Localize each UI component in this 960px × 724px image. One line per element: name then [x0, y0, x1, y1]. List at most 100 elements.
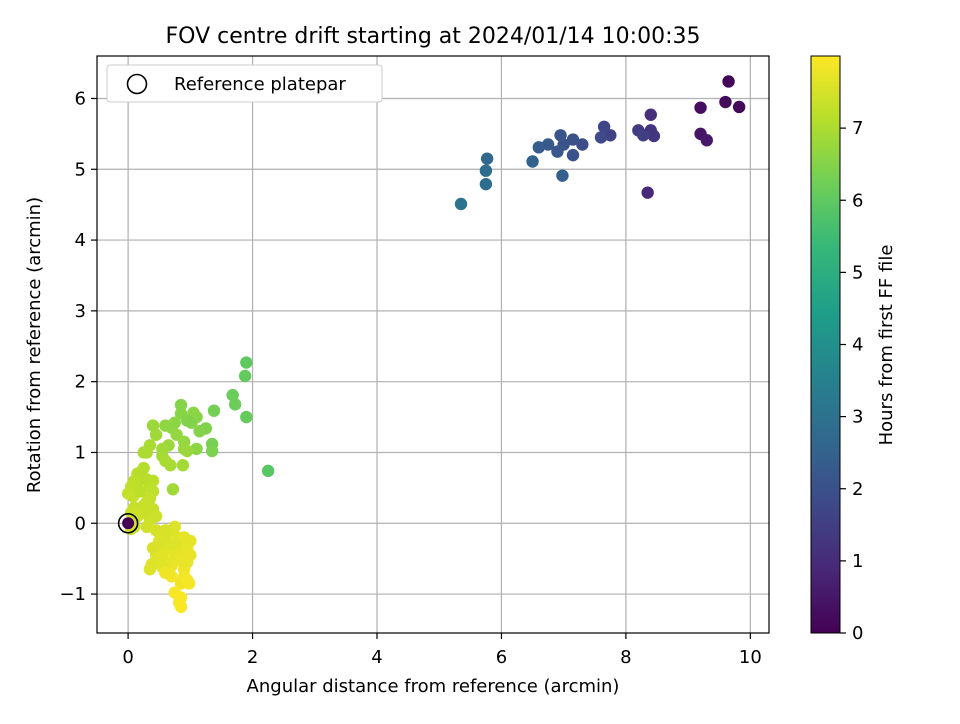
data-point: [146, 474, 160, 487]
data-point: [174, 407, 188, 420]
data-point: [238, 369, 252, 383]
data-point: [146, 419, 160, 432]
data-point: [641, 186, 654, 199]
y-tick-label: 3: [75, 301, 86, 322]
reference-point-dot: [122, 517, 135, 530]
colorbar-tick-label: 3: [852, 407, 863, 428]
x-tick-label: 10: [739, 647, 762, 668]
data-point: [143, 563, 157, 576]
colorbar-tick-label: 5: [852, 262, 863, 283]
data-point: [140, 520, 153, 534]
data-point: [182, 577, 196, 590]
data-point: [176, 459, 190, 472]
data-point: [166, 483, 180, 496]
data-point: [532, 141, 545, 154]
data-point: [181, 444, 194, 458]
chart-title: FOV centre drift starting at 2024/01/14 …: [166, 24, 701, 49]
data-point: [637, 129, 650, 142]
y-tick-label: 2: [75, 372, 86, 393]
data-point: [644, 108, 657, 121]
data-point: [541, 138, 555, 151]
legend-label: Reference platepar: [174, 74, 346, 95]
legend: Reference platepar: [106, 64, 383, 103]
data-point: [159, 454, 172, 468]
colorbar-tick-label: 2: [852, 479, 863, 500]
data-point: [694, 101, 707, 114]
colorbar-label: Hours from first FF file: [876, 245, 897, 446]
data-point: [480, 152, 494, 165]
data-points: [121, 75, 746, 614]
x-axis-label: Angular distance from reference (arcmin): [247, 676, 620, 697]
y-tick-label: −1: [59, 584, 86, 605]
data-point: [156, 548, 169, 562]
data-point: [240, 410, 253, 424]
data-point: [594, 131, 608, 144]
data-point: [174, 398, 188, 412]
data-point: [551, 145, 564, 158]
data-point: [190, 442, 203, 456]
y-tick-label: 6: [75, 88, 86, 109]
legend-marker: [126, 73, 148, 95]
data-point: [137, 446, 150, 459]
reference-marker: [117, 512, 139, 534]
colorbar-tick-label: 4: [852, 335, 863, 356]
legend-box: [106, 64, 383, 103]
x-tick-label: 8: [620, 647, 631, 668]
data-point: [184, 534, 197, 548]
data-point: [719, 95, 732, 109]
colorbar-tick-label: 0: [852, 623, 863, 644]
data-point: [193, 425, 206, 438]
data-point: [732, 100, 746, 114]
data-point: [454, 197, 468, 211]
data-point: [134, 485, 147, 498]
data-point: [566, 148, 580, 162]
data-point: [604, 129, 617, 142]
y-tick-label: 0: [75, 513, 86, 534]
colorbar-tick-label: 7: [852, 118, 863, 139]
data-point: [526, 155, 539, 168]
y-tick-label: 5: [75, 159, 86, 180]
data-point: [479, 177, 493, 191]
data-point: [228, 398, 242, 411]
data-point: [176, 556, 190, 569]
y-tick-label: 4: [75, 230, 86, 251]
data-point: [168, 520, 181, 534]
data-point: [205, 444, 219, 458]
x-tick-label: 0: [122, 647, 133, 668]
data-point: [566, 133, 580, 146]
data-point: [722, 75, 735, 88]
colorbar-tick-label: 1: [852, 551, 863, 572]
data-point: [174, 600, 188, 614]
x-tick-label: 4: [371, 647, 382, 668]
data-point: [159, 566, 172, 580]
y-axis-ticks: −1 0 1 2 3 4 5 6: [59, 88, 97, 605]
reference-point: [117, 512, 139, 534]
data-point: [576, 138, 589, 151]
colorbar-gradient: [810, 55, 841, 634]
colorbar-tick-label: 6: [852, 190, 863, 211]
data-point: [131, 509, 144, 523]
data-point: [240, 356, 253, 369]
y-axis-label: Rotation from reference (arcmin): [24, 197, 45, 493]
data-point: [159, 524, 172, 537]
data-point: [597, 120, 611, 133]
data-point: [554, 129, 567, 142]
x-axis-ticks: 0 2 4 6 8 10: [122, 633, 762, 668]
data-point: [168, 538, 181, 551]
data-point: [207, 404, 221, 417]
data-point: [700, 134, 713, 147]
data-point: [159, 419, 172, 432]
data-point: [261, 464, 275, 478]
colorbar: 0 1 2 3 4 5 6 7 Hours from first FF file: [810, 55, 897, 644]
data-point: [647, 129, 661, 143]
x-tick-label: 2: [247, 647, 258, 668]
y-tick-label: 1: [75, 442, 86, 463]
plot-frame: [96, 55, 770, 634]
data-point: [153, 538, 166, 551]
data-point: [556, 169, 569, 182]
grid: [97, 56, 769, 633]
colorbar-ticks: 0 1 2 3 4 5 6 7: [840, 118, 863, 644]
data-point: [479, 164, 493, 177]
